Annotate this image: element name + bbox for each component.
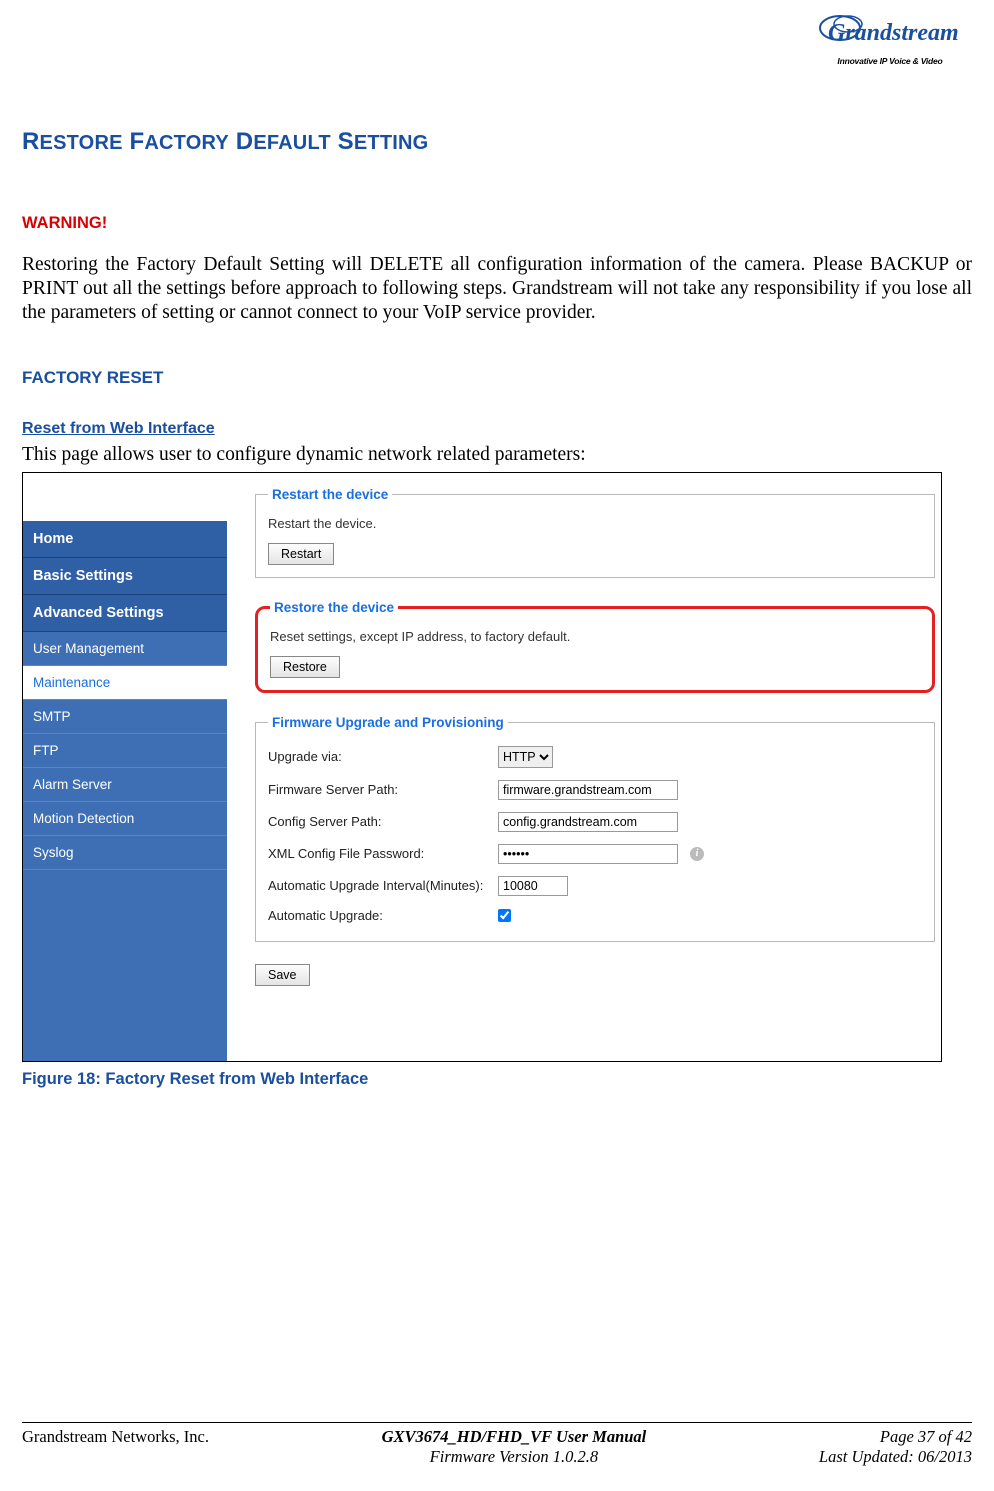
restore-legend: Restore the device [270,600,398,615]
upgrade-via-select[interactable]: HTTP [498,746,553,768]
sidebar-item-user-management[interactable]: User Management [23,632,227,666]
brand-logo: Grandstream Innovative IP Voice & Video [810,12,970,66]
warning-body: Restoring the Factory Default Setting wi… [22,253,972,326]
footer-mid-line2: Firmware Version 1.0.2.8 [430,1447,599,1466]
sidebar-item-syslog[interactable]: Syslog [23,836,227,870]
upgrade-via-label: Upgrade via: [268,749,498,764]
restore-text: Reset settings, except IP address, to fa… [270,625,920,656]
restart-text: Restart the device. [268,512,922,543]
info-icon: i [690,847,704,861]
page-footer: Grandstream Networks, Inc. GXV3674_HD/FH… [22,1422,972,1467]
cfg-server-label: Config Server Path: [268,814,498,829]
sidebar-item-basic-settings[interactable]: Basic Settings [23,558,227,595]
intro-line: This page allows user to configure dynam… [22,444,972,466]
cfg-server-input[interactable] [498,812,678,832]
fw-server-label: Firmware Server Path: [268,782,498,797]
save-button[interactable]: Save [255,964,310,986]
xml-pwd-label: XML Config File Password: [268,846,498,861]
sidebar: Home Basic Settings Advanced Settings Us… [23,473,227,1061]
subsection-heading: Reset from Web Interface [22,420,972,438]
auto-upgrade-checkbox[interactable] [498,909,511,922]
svg-text:Grandstream: Grandstream [828,20,959,46]
footer-right: Page 37 of 42 Last Updated: 06/2013 [819,1427,972,1467]
sidebar-item-maintenance[interactable]: Maintenance [23,666,227,700]
warning-heading: WARNING! [22,214,972,233]
brand-tagline: Innovative IP Voice & Video [810,56,970,66]
restart-panel: Restart the device Restart the device. R… [255,487,935,578]
footer-right-line1: Page 37 of 42 [880,1427,972,1446]
sidebar-item-smtp[interactable]: SMTP [23,700,227,734]
restart-legend: Restart the device [268,487,392,502]
restore-button[interactable]: Restore [270,656,340,678]
footer-mid-line1: GXV3674_HD/FHD_VF User Manual [382,1427,647,1446]
section-heading: FACTORY RESET [22,368,972,388]
restart-button[interactable]: Restart [268,543,334,565]
interval-label: Automatic Upgrade Interval(Minutes): [268,878,498,893]
footer-right-line2: Last Updated: 06/2013 [819,1447,972,1466]
sidebar-item-alarm-server[interactable]: Alarm Server [23,768,227,802]
interval-input[interactable] [498,876,568,896]
fw-server-input[interactable] [498,780,678,800]
firmware-legend: Firmware Upgrade and Provisioning [268,715,508,730]
xml-pwd-input[interactable] [498,844,678,864]
figure-caption: Figure 18: Factory Reset from Web Interf… [22,1070,972,1089]
content-area: Restart the device Restart the device. R… [227,473,941,1061]
sidebar-item-advanced-settings[interactable]: Advanced Settings [23,595,227,632]
web-interface-screenshot: Home Basic Settings Advanced Settings Us… [22,472,942,1062]
sidebar-item-home[interactable]: Home [23,521,227,558]
sidebar-item-ftp[interactable]: FTP [23,734,227,768]
sidebar-logo-area [23,473,227,521]
page-title: RESTORE FACTORY DEFAULT SETTING [22,128,972,156]
auto-upgrade-label: Automatic Upgrade: [268,908,498,923]
footer-left: Grandstream Networks, Inc. [22,1427,209,1467]
restore-panel: Restore the device Reset settings, excep… [255,600,935,693]
sidebar-item-motion-detection[interactable]: Motion Detection [23,802,227,836]
footer-mid: GXV3674_HD/FHD_VF User Manual Firmware V… [382,1427,647,1467]
firmware-panel: Firmware Upgrade and Provisioning Upgrad… [255,715,935,942]
